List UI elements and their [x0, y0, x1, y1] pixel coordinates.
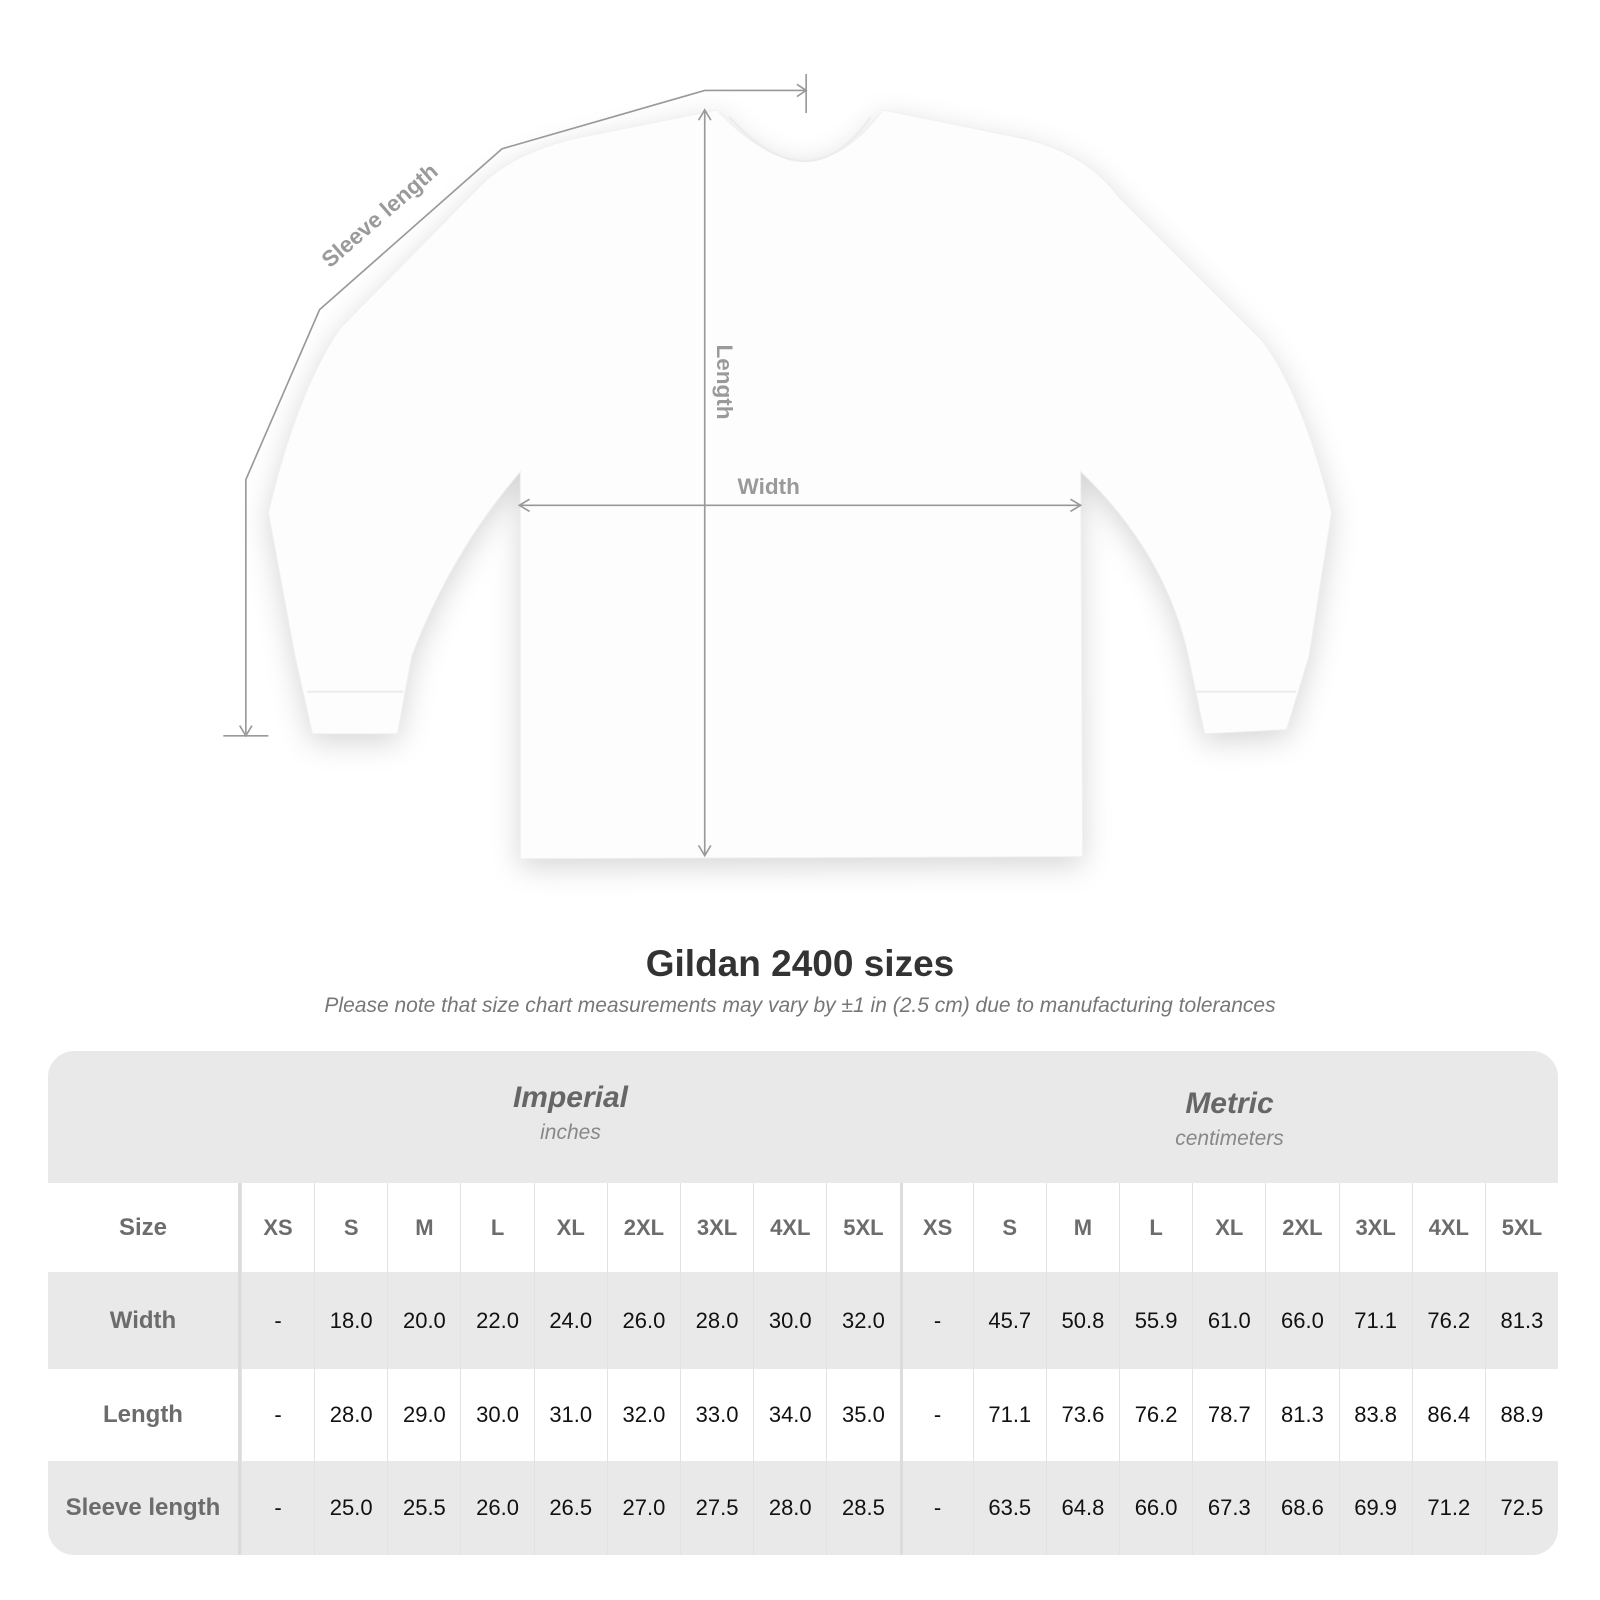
size-header-cell: 2XL — [606, 1183, 680, 1272]
value-cell: 25.0 — [314, 1461, 387, 1555]
size-header-cell: 3XL — [1338, 1183, 1412, 1272]
value-cell: - — [240, 1461, 314, 1555]
value-cell: 32.0 — [826, 1272, 899, 1369]
value-cell: 81.3 — [1484, 1272, 1558, 1369]
row-label: Sleeve length — [48, 1461, 241, 1555]
imperial-unit: inches — [540, 1121, 601, 1144]
value-cell: 72.5 — [1484, 1461, 1558, 1555]
row-label: Width — [48, 1272, 241, 1369]
size-header-cell: XS — [899, 1183, 973, 1272]
value-cell: 31.0 — [533, 1369, 607, 1461]
value-cell: 29.0 — [387, 1369, 460, 1461]
value-cell: 71.1 — [1338, 1272, 1412, 1369]
size-header-cell: 4XL — [1411, 1183, 1485, 1272]
value-cell: - — [240, 1369, 314, 1461]
size-header-cell: S — [314, 1183, 387, 1272]
value-cell: 78.7 — [1192, 1369, 1265, 1461]
value-cell: - — [899, 1272, 973, 1369]
value-cell: 22.0 — [460, 1272, 533, 1369]
row-label: Size — [48, 1183, 241, 1272]
size-header-cell: XL — [533, 1183, 607, 1272]
value-cell: 27.5 — [679, 1461, 753, 1555]
row-label: Length — [48, 1369, 241, 1461]
size-header-cell: 3XL — [679, 1183, 753, 1272]
size-table: Imperial inches Metric centimeters Size X… — [48, 1051, 1558, 1555]
value-cell: 71.1 — [972, 1369, 1046, 1461]
table-row: Length -28.0 29.0 30.0 31.0 32.0 33.0 34.0 35.0-… — [48, 1369, 1558, 1461]
width-measure: Width — [517, 474, 1083, 513]
width-label: Width — [738, 474, 800, 499]
value-cell: 28.0 — [314, 1369, 387, 1461]
size-header-cell: 5XL — [1484, 1183, 1558, 1272]
metric-title: Metric — [1185, 1087, 1274, 1120]
shirt-diagram: Sleeve length Length Width — [223, 74, 1333, 860]
value-cell: 32.0 — [606, 1369, 680, 1461]
size-header-cell: S — [972, 1183, 1046, 1272]
page-title: Gildan 2400 sizes — [645, 943, 955, 984]
size-header-row: Size XS S M L XL 2XL 3XL 4XL 5XL XS S M L XL 2XL 3XL 4XL 5… — [48, 1183, 1558, 1272]
value-cell: 66.0 — [1265, 1272, 1338, 1369]
imperial-title: Imperial — [512, 1081, 629, 1114]
value-cell: 24.0 — [533, 1272, 607, 1369]
value-cell: 26.5 — [533, 1461, 607, 1555]
value-cell: 88.9 — [1484, 1369, 1558, 1461]
value-cell: - — [240, 1272, 314, 1369]
value-cell: 66.0 — [1119, 1461, 1192, 1555]
value-cell: 26.0 — [460, 1461, 533, 1555]
value-cell: 34.0 — [753, 1369, 826, 1461]
value-cell: 83.8 — [1338, 1369, 1412, 1461]
value-cell: 25.5 — [387, 1461, 460, 1555]
value-cell: 28.0 — [679, 1272, 753, 1369]
value-cell: 81.3 — [1265, 1369, 1338, 1461]
metric-unit: centimeters — [1175, 1127, 1284, 1150]
value-cell: 67.3 — [1192, 1461, 1265, 1555]
value-cell: 73.6 — [1045, 1369, 1119, 1461]
value-cell: 33.0 — [679, 1369, 753, 1461]
value-cell: 18.0 — [314, 1272, 387, 1369]
value-cell: 63.5 — [972, 1461, 1046, 1555]
tolerance-note: Please note that size chart measurements… — [324, 994, 1276, 1017]
value-cell: 30.0 — [460, 1369, 533, 1461]
value-cell: 71.2 — [1411, 1461, 1485, 1555]
value-cell: 26.0 — [606, 1272, 680, 1369]
imperial-header: Imperial inches — [241, 1051, 900, 1183]
value-cell: 64.8 — [1045, 1461, 1119, 1555]
value-cell: 27.0 — [606, 1461, 680, 1555]
value-cell: 55.9 — [1119, 1272, 1192, 1369]
value-cell: - — [899, 1461, 973, 1555]
header-band — [48, 1051, 1558, 1183]
value-cell: 68.6 — [1265, 1461, 1338, 1555]
value-cell: 28.0 — [753, 1461, 826, 1555]
value-cell: 76.2 — [1119, 1369, 1192, 1461]
value-cell: 30.0 — [753, 1272, 826, 1369]
size-header-cell: L — [460, 1183, 533, 1272]
size-header-cell: 5XL — [826, 1183, 899, 1272]
collar-seam — [728, 116, 872, 162]
metric-header: Metric centimeters — [900, 1051, 1558, 1183]
size-header-cell: 4XL — [753, 1183, 826, 1272]
value-cell: 76.2 — [1411, 1272, 1485, 1369]
value-cell: 45.7 — [972, 1272, 1046, 1369]
table-row: Width -18.0 20.0 22.0 24.0 26.0 28.0 30.0 32.0-4… — [48, 1272, 1558, 1369]
table-row: Sleeve length -25.0 25.5 26.0 26.5 27.0 27.5 28… — [48, 1461, 1558, 1555]
value-cell: 28.5 — [826, 1461, 899, 1555]
size-header-cell: M — [1045, 1183, 1119, 1272]
value-cell: 35.0 — [826, 1369, 899, 1461]
long-sleeve-shirt — [267, 109, 1333, 860]
size-header-cell: XL — [1192, 1183, 1265, 1272]
value-cell: 50.8 — [1045, 1272, 1119, 1369]
value-cell: - — [899, 1369, 973, 1461]
size-header-cell: 2XL — [1265, 1183, 1338, 1272]
value-cell: 61.0 — [1192, 1272, 1265, 1369]
value-cell: 69.9 — [1338, 1461, 1412, 1555]
length-measure: Length — [697, 108, 737, 858]
row-band — [48, 1461, 1558, 1555]
size-header-cell: XS — [240, 1183, 314, 1272]
size-header-cell: L — [1119, 1183, 1192, 1272]
length-label: Length — [712, 344, 737, 419]
row-band — [48, 1272, 1558, 1369]
value-cell: 86.4 — [1411, 1369, 1485, 1461]
size-header-cell: M — [387, 1183, 460, 1272]
value-cell: 20.0 — [387, 1272, 460, 1369]
